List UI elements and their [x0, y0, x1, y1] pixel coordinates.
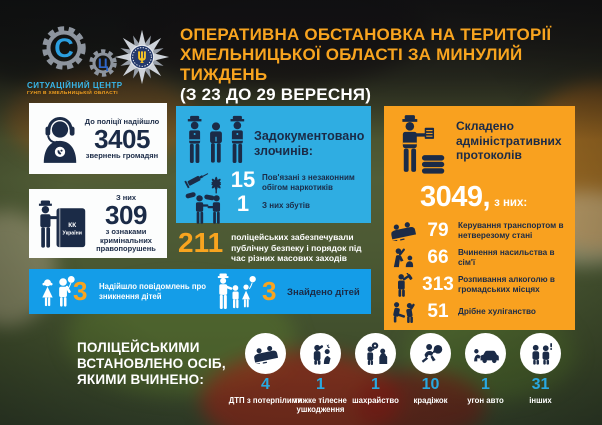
gears-logo-icon: С Ц — [42, 26, 117, 77]
calls-intro: До поліції надійшло — [84, 116, 160, 126]
identified-stats-row: 4 ДТП з потерпілими 1 тяжке тілесне ушко… — [229, 333, 568, 425]
others-icon — [520, 333, 561, 374]
alcohol-icon — [388, 272, 418, 297]
alcohol-label: Розпивання алкоголю в громадських місцях — [458, 274, 555, 294]
protocols-suffix: з них: — [494, 197, 528, 209]
children-balloon-icon — [42, 275, 75, 307]
car-theft-icon — [465, 333, 506, 374]
children-found-count: 3 — [262, 276, 277, 306]
logo-caption: СИТУАЦІЙНИЙ ЦЕНТР ГУНП В ХМЕЛЬНИЦЬКІЙ ОБ… — [27, 81, 147, 96]
criminal-intro: З них — [115, 192, 137, 202]
drug-crimes-count: 15 — [230, 167, 256, 192]
children-bar: 3 Надійшло повідомлень про зникнення діт… — [29, 269, 371, 314]
protocol-row-alcohol: 313 Розпивання алкоголю в громадських мі… — [388, 271, 571, 298]
hooliganism-count: 51 — [427, 300, 449, 322]
protocols-count: 3049, — [420, 181, 491, 213]
drug-sale-count: 1 — [236, 191, 250, 216]
bodily-harm-label: тяжке тілесне ушкодження — [294, 396, 347, 415]
title-line3-dates: (З 23 ДО 29 ВЕРЕСНЯ) — [180, 85, 372, 104]
calls-count: 3405 — [94, 123, 150, 154]
call-operator-icon — [43, 116, 77, 163]
criminal-code-book-title: КК — [68, 221, 76, 228]
police-badge-icon — [114, 25, 170, 89]
identified-heading-line2: ВСТАНОВЛЕНО ОСІБ, — [77, 356, 226, 371]
bodily-harm-count: 1 — [316, 376, 325, 393]
accidents-label: ДТП з потерпілими — [228, 396, 303, 405]
arrest-icon — [187, 115, 245, 163]
identified-heading-line1: ПОЛІЦЕЙСЬКИМИ — [77, 340, 200, 355]
logo-name-line2: ГУНП В ХМЕЛЬНИЦЬКІЙ ОБЛАСТІ — [27, 91, 119, 96]
domestic-violence-label: Вчинення насильства в сім'ї — [458, 247, 555, 267]
protocol-officer-icon — [402, 115, 445, 174]
protocols-heading: Складено адміністративних протоколів — [456, 119, 562, 162]
security-officers-count: 211 — [178, 227, 224, 258]
thefts-label: крадіжок — [413, 396, 448, 405]
situation-center-logo: С Ц — [30, 18, 122, 80]
drunk-driving-count: 79 — [427, 219, 449, 241]
stat-bodily-harm: 1 тяжке тілесне ушкодження — [293, 333, 348, 425]
protocol-row-domestic-violence: 66 Вчинення насильства в сім'ї — [388, 244, 571, 271]
fraud-label: шахрайство — [352, 396, 399, 405]
logo-letter-ts: Ц — [98, 55, 109, 71]
accidents-count: 4 — [261, 376, 270, 393]
logo-letter-c: С — [54, 33, 74, 63]
logo-name-line1: СИТУАЦІЙНИЙ ЦЕНТР — [27, 81, 123, 90]
criminal-caption: з ознаками кримінальних правопорушень — [96, 226, 156, 254]
drug-crimes-label: Пов'язані з незаконним обігом наркотиків — [262, 173, 355, 192]
title-line1: ОПЕРАТИВНА ОБСТАНОВКА НА ТЕРИТОРІЇ — [180, 25, 552, 44]
stat-fraud: 1 шахрайство — [348, 333, 403, 425]
theft-icon — [410, 333, 451, 374]
protocols-card: Складено адміністративних протоколів 304… — [384, 106, 575, 330]
children-found-label: Знайдено дітей — [287, 287, 360, 298]
children-missing-label: Надійшло повідомлень про зникнення дітей — [99, 282, 207, 301]
drug-sale-label: З них збутів — [262, 201, 310, 210]
hooliganism-icon — [388, 301, 418, 323]
assault-icon — [300, 333, 341, 374]
others-count: 31 — [531, 376, 550, 393]
calls-caption: звернень громадян — [85, 150, 159, 160]
stat-others: 31 інших — [513, 333, 568, 425]
fraud-icon — [355, 333, 396, 374]
identified-heading-line3: ЯКИМИ ВЧИНЕНО: — [77, 372, 205, 387]
title-line2: ХМЕЛЬНИЦЬКОЇ ОБЛАСТІ ЗА МИНУЛИЙ ТИЖДЕНЬ — [180, 45, 523, 84]
drunk-driving-label: Керування транспортом в нетверезому стан… — [458, 220, 564, 240]
domestic-violence-icon — [388, 247, 418, 269]
criminal-card: КК України З них 309 з ознаками кримінал… — [29, 189, 167, 258]
calls-card: До поліції надійшло 3405 звернень громад… — [29, 103, 167, 174]
car-theft-label: угон авто — [467, 396, 504, 405]
fraud-count: 1 — [371, 376, 380, 393]
children-missing-count: 3 — [73, 276, 88, 306]
car-crash-icon — [388, 220, 418, 241]
stat-car-theft: 1 угон авто — [458, 333, 513, 425]
hooliganism-label: Дрібне хуліганство — [458, 306, 536, 316]
officer-with-children-icon — [217, 273, 256, 309]
stat-thefts: 10 крадіжок — [403, 333, 458, 425]
security-officers-label: поліцейських забезпечували публічну безп… — [231, 232, 362, 264]
crimes-heading: Задокументовано злочинів: — [254, 129, 365, 158]
public-security-block: 211 поліцейських забезпечували публічну … — [178, 229, 376, 264]
crimes-card: Задокументовано злочинів: 15 Пов'язані з… — [176, 106, 371, 224]
protocol-row-drunk-driving: 79 Керування транспортом в нетверезому с… — [388, 217, 571, 244]
drug-deal-icon — [195, 195, 221, 224]
domestic-violence-count: 66 — [427, 246, 449, 268]
alcohol-count: 313 — [422, 273, 454, 295]
page-title: ОПЕРАТИВНА ОБСТАНОВКА НА ТЕРИТОРІЇ ХМЕЛЬ… — [180, 25, 592, 105]
identified-heading: ПОЛІЦЕЙСЬКИМИ ВСТАНОВЛЕНО ОСІБ, ЯКИМИ ВЧ… — [77, 340, 226, 388]
officer-criminal-code-icon: КК України — [38, 199, 86, 248]
stat-accidents: 4 ДТП з потерпілими — [229, 333, 302, 425]
car-theft-count: 1 — [481, 376, 490, 393]
others-label: інших — [529, 396, 552, 405]
criminal-count: 309 — [105, 199, 147, 230]
protocol-row-hooliganism: 51 Дрібне хуліганство — [388, 298, 571, 325]
criminal-code-book-subtitle: України — [63, 230, 82, 236]
thefts-count: 10 — [421, 376, 440, 393]
car-crash-icon — [245, 333, 286, 374]
protocols-list: 79 Керування транспортом в нетверезому с… — [388, 217, 571, 325]
